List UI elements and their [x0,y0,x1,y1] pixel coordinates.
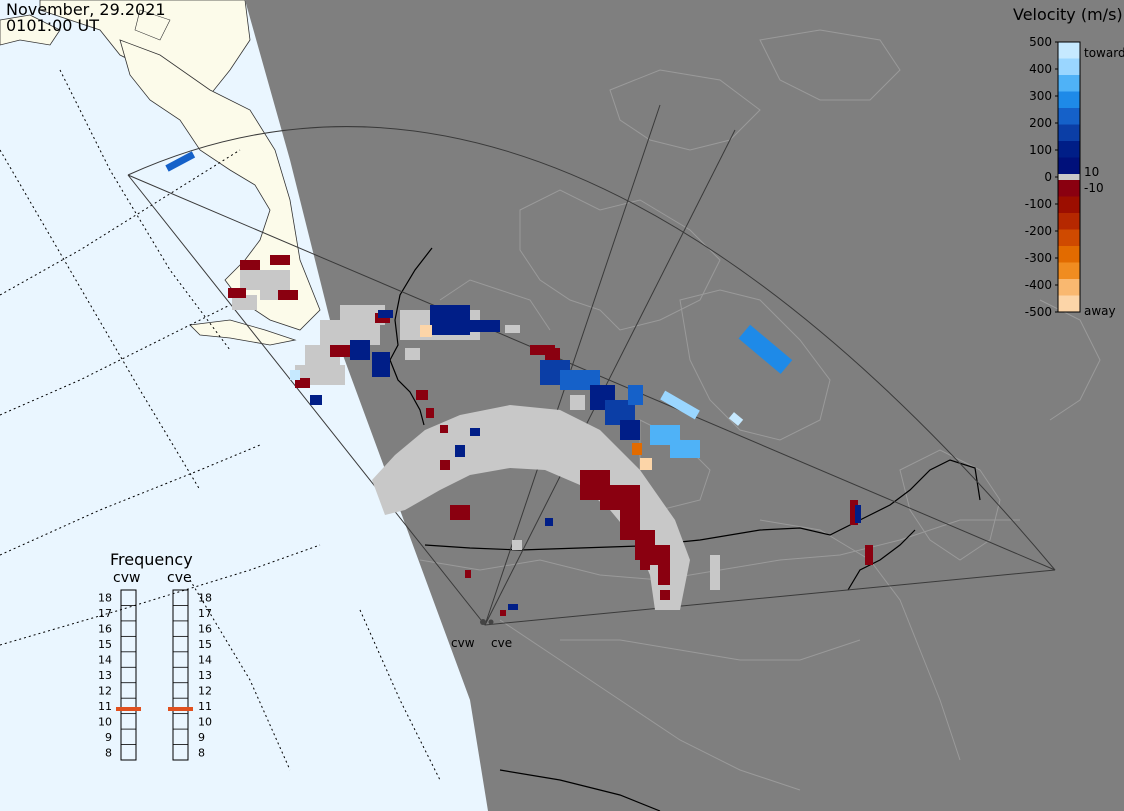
frequency-level-label-west: 17 [98,607,112,620]
frequency-level-label-east: 13 [198,669,212,682]
frequency-level-label-west: 13 [98,669,112,682]
frequency-level-label-west: 18 [98,592,112,605]
colorbar-tick-label: 200 [1029,116,1052,130]
colorbar-tick-label: 100 [1029,143,1052,157]
frequency-level-label-west: 8 [105,746,112,759]
colorbar-tick-label: 400 [1029,62,1052,76]
time-label: 0101:00 UT [6,16,100,35]
colorbar-swatch-toward-7 [1058,157,1080,175]
daylight-ocean [0,0,488,811]
frequency-west-label: cvw [113,570,140,586]
colorbar-swatch-away-6 [1058,279,1080,296]
radar-east-label: cve [491,636,512,650]
frequency-level-label-east: 10 [198,715,212,728]
colorbar-swatch-away-0 [1058,180,1080,197]
frequency-marker-east [168,707,193,711]
toward-velocity-cells [165,151,861,610]
colorbar-tick-label: -500 [1025,305,1052,319]
colorbar-tick-label: 0 [1044,170,1052,184]
field-of-view [127,104,1056,626]
frequency-level-label-west: 9 [105,731,112,744]
frequency-level-label-west: 14 [98,654,112,667]
frequency-panel: Frequency cvw cve 1817161514131211109818… [98,550,212,761]
frequency-level-label-west: 10 [98,715,112,728]
frequency-level-label-west: 11 [98,700,112,713]
colorbar-ticks: 500 400 300 200 100 0 -100 -200 -300 -400 -500 [1025,35,1058,319]
borders [389,247,981,811]
velocity-colorbar: 500 400 300 200 100 0 -100 -200 -300 -400 -500 tow… [1025,35,1124,319]
colorbar-swatch-toward-2 [1058,75,1080,92]
colorbar-away-label: away [1084,304,1116,318]
frequency-column-west [120,589,137,761]
colorbar-swatch-away-3 [1058,229,1080,247]
frequency-east-label: cve [167,570,192,586]
colorbar-swatches [1057,41,1081,313]
colorbar-swatch-away-5 [1058,262,1080,280]
colorbar-tick-label: -100 [1025,197,1052,211]
colorbar-swatch-away-1 [1058,196,1080,214]
frequency-level-label-east: 16 [198,623,212,636]
geographic-grid [0,69,441,781]
frequency-level-label-west: 15 [98,638,112,651]
frequency-level-label-east: 11 [198,700,212,713]
frequency-level-label-east: 12 [198,684,212,697]
colorbar-swatch-away-2 [1058,213,1080,230]
colorbar-title: Velocity (m/s) [1013,5,1123,24]
colorbar-10-label: 10 [1084,165,1099,179]
frequency-level-label-east: 8 [198,746,205,759]
colorbar-swatch-toward-0 [1058,42,1080,59]
colorbar-tick-label: -300 [1025,251,1052,265]
colorbar-toward-label: toward [1084,46,1124,60]
colorbar-tick-label: -200 [1025,224,1052,238]
frequency-level-label-east: 17 [198,607,212,620]
coastlines [419,29,1101,791]
frequency-columns: 18 17 16 15 14 13 12 11 10 9 8 18 17 16 15 14 13 12 11 10 9 8 [98,589,212,761]
radar-west-label: cvw [451,636,475,650]
colorbar-tick-label: -400 [1025,278,1052,292]
frequency-level-label-west: 16 [98,623,112,636]
frequency-level-label-east: 18 [198,592,212,605]
colorbar-swatch-away-4 [1058,246,1080,263]
date-label: November, 29.2021 [6,0,166,19]
colorbar-swatch-toward-5 [1058,124,1080,142]
frequency-level-label-east: 15 [198,638,212,651]
frequency-column-east [172,589,189,761]
frequency-marker-west [116,707,141,711]
colorbar-swatch-away-7 [1058,295,1080,313]
colorbar-swatch-toward-4 [1058,108,1080,125]
frequency-level-label-east: 9 [198,731,205,744]
frequency-title: Frequency [110,550,193,569]
colorbar-swatch-ground-scatter [1058,174,1080,180]
colorbar-tick-label: 500 [1029,35,1052,49]
colorbar-neg10-label: -10 [1084,181,1104,195]
colorbar-swatch-toward-1 [1058,58,1080,76]
radar-sites: cvw cve [451,619,512,650]
frequency-level-label-west: 12 [98,684,112,697]
frequency-level-label-east: 14 [198,654,212,667]
colorbar-tick-label: 300 [1029,89,1052,103]
colorbar-swatch-toward-3 [1058,91,1080,109]
colorbar-swatch-toward-6 [1058,141,1080,158]
